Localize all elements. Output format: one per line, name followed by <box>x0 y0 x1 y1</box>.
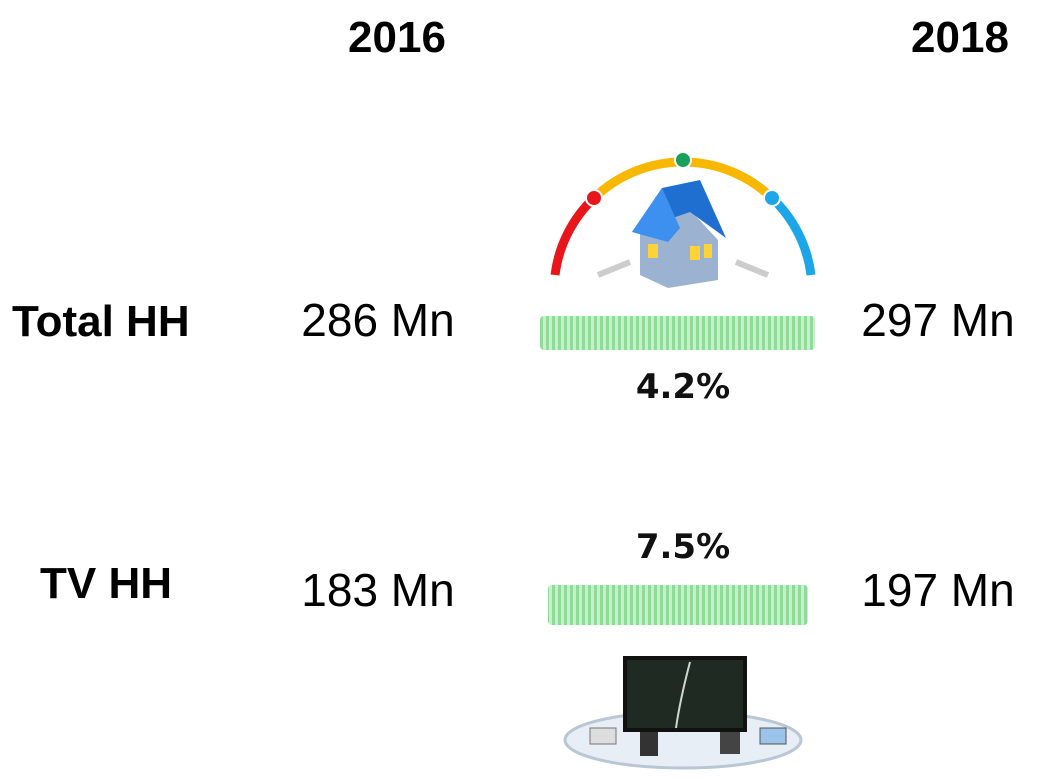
growth-rate: 7.5% <box>635 527 731 567</box>
value-to: 197 Mn <box>861 564 1015 616</box>
tv-icon <box>563 656 803 770</box>
row-label: TV HH <box>40 559 172 608</box>
growth-band <box>540 316 815 350</box>
year-to: 2018 <box>911 13 1009 62</box>
value-to: 297 Mn <box>861 294 1015 346</box>
row-label: Total HH <box>12 297 190 346</box>
growth-band <box>548 585 808 625</box>
growth-rate: 4.2% <box>635 367 731 407</box>
year-from: 2016 <box>348 13 446 62</box>
value-from: 183 Mn <box>301 564 455 616</box>
gauge-icon <box>550 151 816 276</box>
value-from: 286 Mn <box>301 294 455 346</box>
house-icon <box>596 180 770 288</box>
